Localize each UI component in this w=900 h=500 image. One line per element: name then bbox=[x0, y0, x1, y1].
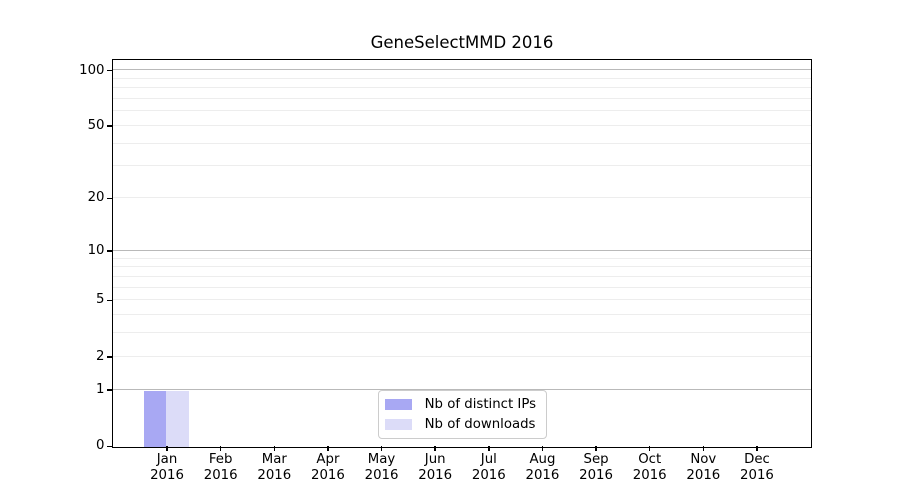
x-tick-label-year: 2016 bbox=[150, 467, 184, 483]
legend: Nb of distinct IPs Nb of downloads bbox=[377, 389, 548, 439]
x-tick-label-month: Dec bbox=[744, 452, 770, 467]
x-axis-tick-mark-oct bbox=[649, 446, 651, 452]
gridline-minor-60 bbox=[112, 110, 812, 112]
x-axis-tick-mark-mar bbox=[273, 446, 275, 452]
x-tick-label-month: Feb bbox=[208, 452, 233, 467]
x-tick-label-sep: Sep 2016 bbox=[564, 452, 628, 483]
y-tick-label-50: 50 bbox=[87, 118, 105, 134]
gridline-minor-4 bbox=[112, 313, 812, 315]
gridline-minor-8 bbox=[112, 266, 812, 268]
x-tick-label-jun: Jun 2016 bbox=[403, 452, 467, 483]
x-tick-label-nov: Nov 2016 bbox=[671, 452, 735, 483]
x-tick-label-oct: Oct 2016 bbox=[618, 452, 682, 483]
legend-swatch-distinct-ips bbox=[384, 399, 412, 410]
gridline-minor-90 bbox=[112, 77, 812, 79]
x-tick-label-month: Oct bbox=[638, 452, 662, 467]
x-tick-label-year: 2016 bbox=[418, 467, 453, 483]
gridline-minor-80 bbox=[112, 87, 812, 89]
x-tick-label-month: Jan bbox=[156, 452, 178, 467]
gridline-minor-7 bbox=[112, 275, 812, 277]
x-axis-tick-mark-apr bbox=[327, 446, 329, 452]
y-tick-label-5: 5 bbox=[96, 292, 105, 308]
x-tick-label-year: 2016 bbox=[471, 467, 506, 483]
gridline-minor-30 bbox=[112, 165, 812, 167]
y-tick-label-2: 2 bbox=[96, 348, 105, 364]
x-tick-label-mar: Mar 2016 bbox=[242, 452, 306, 483]
y-axis-tick-mark-1 bbox=[106, 389, 112, 391]
x-tick-label-month: Mar bbox=[261, 452, 287, 467]
gridline-major-100 bbox=[112, 69, 812, 71]
y-axis-tick-mark-5 bbox=[106, 299, 112, 302]
gridline-minor-2 bbox=[112, 355, 812, 357]
x-tick-label-month: Nov bbox=[690, 452, 717, 467]
x-tick-label-jul: Jul 2016 bbox=[457, 452, 521, 483]
y-tick-label-1: 1 bbox=[96, 381, 105, 397]
plot-area: Nb of distinct IPs Nb of downloads bbox=[111, 58, 813, 449]
y-tick-label-0: 0 bbox=[96, 438, 105, 454]
x-tick-label-month: Jun bbox=[424, 452, 446, 467]
bar-nb-of-downloads-jan bbox=[166, 390, 189, 448]
x-tick-label-year: 2016 bbox=[364, 467, 399, 483]
x-tick-label-year: 2016 bbox=[203, 467, 238, 483]
x-axis-tick-mark-dec bbox=[756, 446, 758, 452]
chart-title: GeneSelectMMD 2016 bbox=[370, 33, 554, 52]
x-tick-label-dec: Dec 2016 bbox=[725, 452, 789, 483]
y-axis-tick-mark-10 bbox=[106, 250, 112, 252]
x-tick-label-year: 2016 bbox=[632, 467, 667, 483]
gridline-minor-70 bbox=[112, 97, 812, 99]
gridline-major-1 bbox=[112, 388, 812, 390]
x-axis-tick-mark-feb bbox=[219, 446, 222, 452]
gridline-minor-5 bbox=[112, 299, 812, 301]
legend-label: Nb of downloads bbox=[424, 416, 536, 432]
legend-entry: Nb of distinct IPs bbox=[384, 396, 537, 413]
y-axis-tick-mark-50 bbox=[106, 125, 112, 127]
x-tick-label-feb: Feb 2016 bbox=[189, 452, 253, 483]
y-axis-tick-mark-20 bbox=[106, 197, 112, 200]
x-tick-label-month: Jul bbox=[480, 452, 497, 467]
x-tick-label-month: Sep bbox=[583, 452, 609, 467]
gridline-minor-50 bbox=[112, 124, 812, 126]
x-tick-label-month: Aug bbox=[529, 452, 556, 467]
x-axis-tick-mark-aug bbox=[541, 446, 544, 452]
x-tick-label-year: 2016 bbox=[257, 467, 292, 483]
x-axis-tick-mark-jul bbox=[488, 446, 490, 452]
bar-nb-of-distinct-ips-jan bbox=[143, 390, 167, 448]
x-tick-label-year: 2016 bbox=[686, 467, 721, 483]
x-tick-label-year: 2016 bbox=[740, 467, 774, 483]
y-axis-tick-mark-2 bbox=[106, 356, 112, 358]
gridline-minor-6 bbox=[112, 286, 812, 288]
x-tick-label-aug: Aug 2016 bbox=[510, 452, 574, 483]
x-axis-tick-mark-may bbox=[380, 446, 383, 452]
gridline-minor-9 bbox=[112, 257, 812, 259]
y-tick-label-10: 10 bbox=[87, 243, 105, 259]
legend-label: Nb of distinct IPs bbox=[424, 396, 537, 412]
legend-swatch-downloads bbox=[384, 419, 412, 430]
y-axis-tick-mark-100 bbox=[106, 69, 112, 72]
gridline-minor-20 bbox=[112, 197, 812, 199]
x-axis-tick-mark-sep bbox=[595, 446, 597, 452]
x-tick-label-month: May bbox=[367, 452, 396, 467]
gridline-minor-3 bbox=[112, 332, 812, 334]
x-tick-label-year: 2016 bbox=[525, 467, 560, 483]
x-axis-tick-mark-jan bbox=[166, 446, 168, 452]
x-tick-label-year: 2016 bbox=[311, 467, 345, 483]
gridline-minor-40 bbox=[112, 142, 812, 144]
x-tick-label-month: Apr bbox=[316, 452, 340, 467]
legend-entry: Nb of downloads bbox=[384, 416, 536, 433]
y-tick-label-20: 20 bbox=[87, 190, 105, 206]
y-tick-label-100: 100 bbox=[79, 62, 105, 78]
y-axis-tick-mark-0 bbox=[106, 445, 112, 447]
x-tick-label-may: May 2016 bbox=[350, 452, 414, 483]
x-tick-label-year: 2016 bbox=[579, 467, 613, 483]
x-tick-label-jan: Jan 2016 bbox=[135, 452, 199, 483]
x-axis-tick-mark-nov bbox=[702, 446, 705, 452]
gridline-major-10 bbox=[112, 249, 812, 251]
x-axis-tick-mark-jun bbox=[434, 446, 436, 452]
x-tick-label-apr: Apr 2016 bbox=[296, 452, 360, 483]
